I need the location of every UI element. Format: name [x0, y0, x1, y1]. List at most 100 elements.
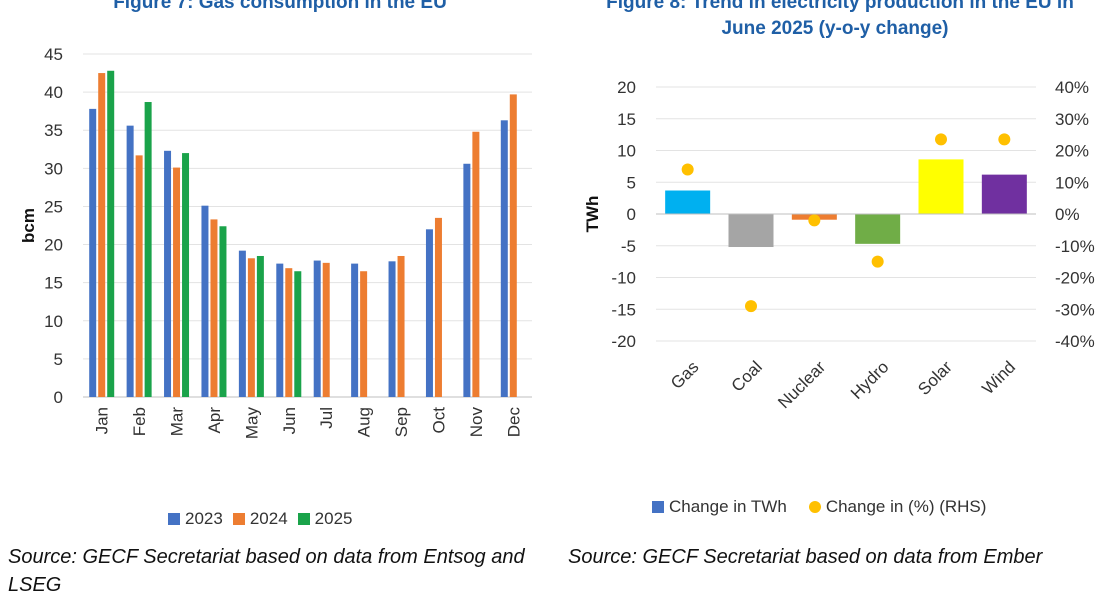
bar [238, 250, 246, 397]
y-tick-label: 15 [44, 274, 63, 293]
figure-8-source: Source: GECF Secretariat based on data f… [568, 546, 1043, 568]
electricity-legend: Change in TWh Change in (%) (RHS) [652, 497, 996, 518]
y-tick-label: 30 [44, 159, 63, 178]
percent-point [871, 255, 884, 268]
bar [164, 150, 172, 397]
x-tick-label: Coal [728, 357, 766, 395]
bar [855, 214, 901, 244]
bar [665, 190, 711, 214]
x-tick-label: May [242, 407, 261, 440]
bar [276, 263, 284, 397]
figure-8-title-line1: Figure 8: Trend in electricity productio… [606, 0, 1074, 13]
y-tick-label: 40 [44, 83, 63, 102]
y-tick-label: 35 [44, 121, 63, 140]
y-tick-label: -5 [621, 237, 636, 256]
bar [201, 205, 209, 397]
y2-tick-label: 40% [1055, 78, 1089, 97]
legend-swatch [297, 513, 310, 525]
legend-item: Change in TWh [652, 497, 787, 517]
bar [135, 155, 143, 397]
legend-dot [808, 501, 821, 513]
bar [322, 262, 330, 397]
x-tick-label: Nov [467, 407, 486, 438]
y-tick-label: 5 [627, 173, 636, 192]
y2-tick-label: 10% [1055, 173, 1089, 192]
bar [425, 229, 433, 397]
percent-point [808, 214, 821, 227]
legend-label: Change in TWh [669, 497, 787, 516]
bar [388, 261, 396, 397]
legend-item: 2025 [297, 509, 353, 529]
y-tick-label: 25 [44, 197, 63, 216]
y-tick-label: -15 [611, 300, 636, 319]
percent-point [935, 133, 947, 146]
y2-tick-label: -10% [1055, 237, 1095, 256]
bar [126, 125, 134, 397]
x-tick-label: Apr [205, 407, 224, 434]
x-tick-label: Nuclear [774, 357, 829, 412]
bar [144, 102, 152, 398]
y2-tick-label: -30% [1055, 300, 1095, 319]
x-tick-label: Mar [168, 407, 187, 437]
bar [360, 271, 368, 397]
percent-point [745, 300, 757, 313]
bar [434, 217, 442, 397]
percent-point [681, 163, 694, 176]
x-tick-label: Hydro [847, 357, 893, 403]
gas-consumption-legend: 2023 2024 2025 [168, 509, 362, 530]
y-tick-label: 10 [44, 312, 63, 331]
bar [397, 255, 405, 397]
bar [500, 120, 508, 398]
bar [728, 214, 774, 248]
figure-7-source: Source: GECF Secretariat based on data f… [8, 546, 525, 596]
bar [351, 263, 359, 397]
bar [107, 70, 115, 397]
y-tick-label: 15 [617, 110, 636, 129]
x-tick-label: Jun [280, 407, 299, 434]
y2-tick-label: -20% [1055, 269, 1095, 288]
x-tick-label: Wind [978, 357, 1019, 398]
y-tick-label: -10 [611, 269, 636, 288]
bar [182, 153, 190, 397]
x-tick-label: Oct [429, 407, 448, 434]
x-tick-label: Solar [914, 357, 956, 399]
legend-item: Change in (%) (RHS) [808, 497, 987, 517]
bar [294, 271, 302, 397]
y-tick-label: 20 [44, 236, 63, 255]
x-tick-label: Aug [355, 407, 374, 437]
bar [463, 163, 471, 397]
y-tick-label: 20 [617, 78, 636, 97]
y2-tick-label: 20% [1055, 142, 1089, 161]
legend-swatch [168, 513, 180, 525]
bar [472, 131, 480, 397]
bar [210, 219, 218, 397]
bar [313, 260, 321, 397]
bar [89, 108, 97, 397]
legend-item: 2024 [232, 509, 288, 529]
bar [981, 174, 1027, 214]
bar [173, 167, 181, 397]
y2-tick-label: -40% [1055, 332, 1095, 351]
legend-label: 2025 [314, 509, 353, 528]
y-axis-title: TWh [583, 196, 602, 233]
percent-point [998, 133, 1011, 146]
legend-label: 2024 [249, 509, 288, 528]
legend-label: 2023 [185, 509, 223, 528]
x-tick-label: Sep [392, 407, 411, 437]
legend-swatch [232, 513, 245, 525]
figure-8-title-line2: June 2025 (y-o-y change) [721, 18, 949, 39]
y-axis-title: bcm [19, 208, 38, 243]
y-tick-label: 10 [617, 142, 636, 161]
y-tick-label: 0 [54, 388, 63, 407]
y-tick-label: -20 [611, 332, 636, 351]
bar [918, 159, 964, 214]
y2-tick-label: 0% [1055, 205, 1080, 224]
legend-label: Change in (%) (RHS) [825, 497, 987, 516]
bar [285, 268, 293, 397]
x-tick-label: Feb [130, 407, 149, 436]
bar [247, 258, 255, 397]
y-tick-label: 45 [44, 45, 63, 64]
y-tick-label: 5 [54, 350, 63, 369]
legend-item: 2023 [168, 509, 223, 529]
